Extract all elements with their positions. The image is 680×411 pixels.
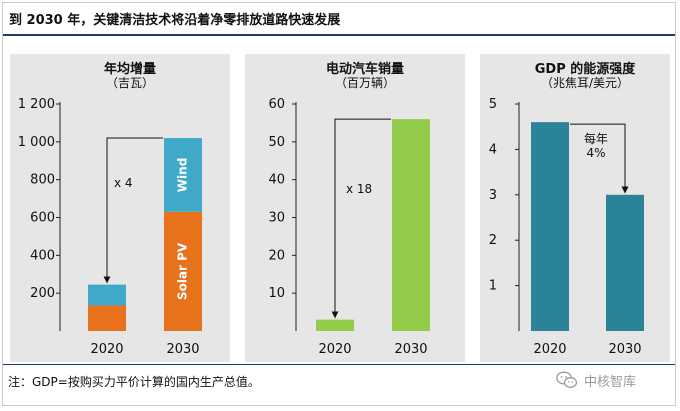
y-tick-label-capacity: 200 bbox=[30, 286, 55, 301]
panel-title-capacity: 年均增量 bbox=[103, 62, 156, 77]
y-tick-label-ev: 20 bbox=[268, 248, 285, 263]
panel-subtitle-ev: （百万辆） bbox=[334, 76, 395, 90]
panel-subtitle-capacity: （吉瓦） bbox=[105, 76, 154, 90]
y-tick-label-gdp: 4 bbox=[489, 142, 497, 157]
y-tick-label-ev: 10 bbox=[268, 286, 285, 301]
panel-title-gdp: GDP 的能源强度 bbox=[534, 62, 636, 77]
x-tick-label-capacity: 2020 bbox=[90, 342, 123, 357]
brand-name: 中核智库 bbox=[584, 374, 637, 390]
series-label-wind: Wind bbox=[176, 158, 190, 192]
y-tick-label-gdp: 2 bbox=[489, 233, 497, 248]
bar-ev-2030 bbox=[392, 119, 430, 331]
y-tick-label-capacity: 800 bbox=[30, 173, 55, 188]
y-tick-label-ev: 40 bbox=[268, 173, 285, 188]
y-tick-label-gdp: 1 bbox=[489, 279, 497, 294]
bar-capacity-2020-wind bbox=[88, 284, 126, 306]
header-rule bbox=[3, 34, 675, 36]
y-tick-label-gdp: 5 bbox=[489, 97, 497, 112]
panel-subtitle-gdp: （兆焦耳/美元） bbox=[540, 76, 630, 90]
y-tick-label-gdp: 3 bbox=[489, 188, 497, 203]
figure-frame bbox=[2, 2, 676, 406]
y-tick-label-capacity: 1 000 bbox=[18, 135, 55, 150]
brand-watermark: 中核智库 bbox=[556, 368, 636, 392]
wechat-icon bbox=[556, 371, 578, 388]
x-tick-label-capacity: 2030 bbox=[166, 342, 199, 357]
footer-rule bbox=[3, 364, 675, 365]
y-tick-label-ev: 60 bbox=[268, 97, 285, 112]
bar-gdp-2030 bbox=[606, 194, 644, 331]
x-tick-label-ev: 2030 bbox=[394, 342, 427, 357]
decline-arrow-gdp bbox=[570, 123, 629, 194]
decline-rate-value: 4% bbox=[586, 146, 605, 160]
growth-arrow-capacity bbox=[103, 137, 163, 284]
growth-multiplier-ev: x 18 bbox=[346, 182, 372, 196]
bar-ev-2020 bbox=[316, 319, 354, 331]
bar-gdp-2020 bbox=[531, 122, 569, 331]
y-tick-label-capacity: 400 bbox=[30, 248, 55, 263]
bar-capacity-2030-solar-pv bbox=[164, 211, 202, 331]
y-tick-label-ev: 30 bbox=[268, 211, 285, 226]
panel-title-ev: 电动汽车销量 bbox=[325, 62, 404, 77]
decline-rate-label: 每年 bbox=[584, 131, 608, 146]
y-tick-label-ev: 50 bbox=[268, 135, 285, 150]
bar-capacity-2020-solar-pv bbox=[88, 305, 126, 331]
series-label-solar-pv: Solar PV bbox=[176, 242, 190, 300]
growth-multiplier-capacity: x 4 bbox=[114, 176, 133, 190]
figure-title: 到 2030 年，关键清洁技术将沿着净零排放道路快速发展 bbox=[9, 13, 341, 28]
x-tick-label-ev: 2020 bbox=[318, 342, 351, 357]
growth-arrow-ev bbox=[331, 118, 391, 319]
bar-capacity-2030-wind bbox=[164, 138, 202, 212]
y-tick-label-capacity: 1 200 bbox=[18, 97, 55, 112]
x-tick-label-gdp: 2030 bbox=[608, 342, 641, 357]
y-tick-label-capacity: 600 bbox=[30, 211, 55, 226]
x-tick-label-gdp: 2020 bbox=[533, 342, 566, 357]
footnote: 注：GDP=按购买力平价计算的国内生产总值。 bbox=[8, 375, 260, 389]
